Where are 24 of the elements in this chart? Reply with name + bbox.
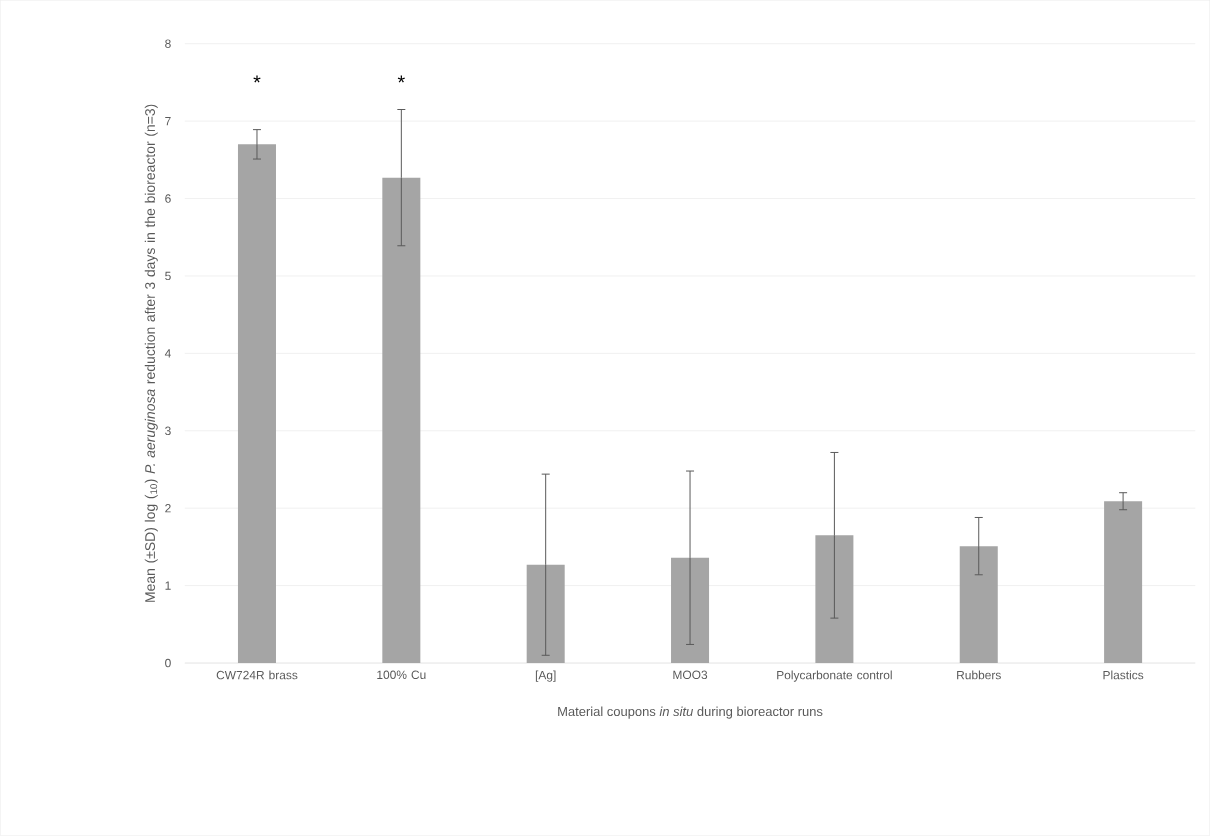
y-tick-label: 2 <box>165 504 171 513</box>
y-tick-label: 1 <box>165 581 171 590</box>
x-tick-label: CW724R brass <box>216 670 298 680</box>
y-tick-label: 0 <box>165 658 171 668</box>
y-tick-label: 6 <box>165 194 171 203</box>
x-tick-label: 100% Cu <box>377 670 426 680</box>
y-axis-title: Mean (±SD) log ($_{10}$) P. aeruginosa reduction after 3 days in the bioreactor (n=3) <box>144 104 158 602</box>
bar <box>959 546 998 664</box>
annotation: * <box>397 75 405 83</box>
y-tick-label: 5 <box>165 271 171 281</box>
y-tick-label: 4 <box>164 349 171 358</box>
bar <box>382 177 421 664</box>
x-tick-label: [Ag] <box>535 670 556 682</box>
x-tick-label: MOO3 <box>673 670 708 680</box>
x-tick-label: Polycarbonate control <box>777 670 892 682</box>
y-tick-label: 7 <box>165 117 171 126</box>
bar <box>237 144 276 664</box>
x-tick-label: Rubbers <box>957 670 1001 680</box>
y-tick-label: 8 <box>165 39 171 49</box>
bar <box>1104 501 1143 664</box>
x-tick-label: Plastics <box>1103 670 1144 680</box>
x-axis-title: Material coupons in situ during bioreactor runs <box>558 706 823 719</box>
y-tick-label: 3 <box>165 426 171 436</box>
annotation: * <box>253 75 261 83</box>
